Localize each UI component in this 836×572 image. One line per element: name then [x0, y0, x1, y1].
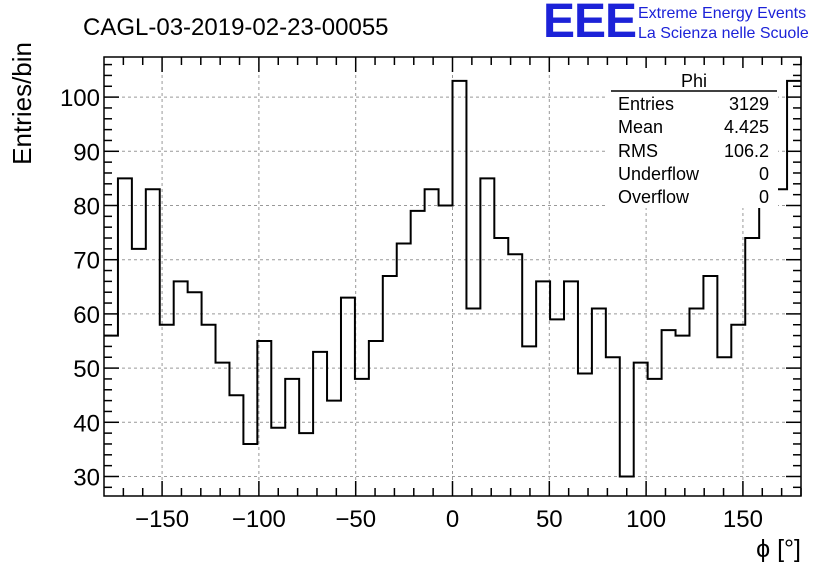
- x-tick-label: −150: [135, 506, 189, 533]
- stats-underflow-value: 0: [759, 164, 769, 184]
- x-tick-label: −100: [232, 506, 286, 533]
- stats-mean-label: Mean: [618, 117, 663, 137]
- y-tick-label: 50: [73, 356, 100, 383]
- axis-ticks: [104, 57, 802, 496]
- stats-entries-label: Entries: [618, 94, 674, 114]
- x-tick-label: −50: [335, 506, 376, 533]
- stats-box: Phi Entries 3129 Mean 4.425 RMS 106.2 Un…: [608, 68, 778, 208]
- x-tick-label: 0: [446, 506, 459, 533]
- stats-rms-label: RMS: [618, 141, 658, 161]
- x-tick-label: 150: [723, 506, 763, 533]
- stats-box-title: Phi: [681, 71, 707, 91]
- stats-underflow-label: Underflow: [618, 164, 700, 184]
- y-tick-label: 40: [73, 410, 100, 437]
- y-tick-label: 90: [73, 139, 100, 166]
- histogram-line: [104, 79, 801, 478]
- logo-mark: EEE: [543, 0, 637, 48]
- stats-overflow-label: Overflow: [618, 187, 690, 207]
- x-tick-label: 100: [626, 506, 666, 533]
- x-axis-label: ϕ [°]: [756, 535, 801, 563]
- stats-entries-value: 3129: [729, 94, 769, 114]
- y-tick-label: 80: [73, 194, 100, 221]
- x-tick-label: 50: [536, 506, 563, 533]
- y-tick-label: 100: [60, 85, 100, 112]
- tick-labels: −150 −100 −50 0 50 100 150 30 40 50 60 70 80 90 100: [60, 85, 763, 533]
- stats-mean-value: 4.425: [724, 117, 769, 137]
- logo-line-2: La Scienza nelle Scuole: [638, 25, 809, 42]
- y-tick-label: 60: [73, 302, 100, 329]
- y-tick-label: 30: [73, 464, 100, 491]
- eee-logo: EEE Extreme Energy Events La Scienza nel…: [543, 0, 833, 48]
- chart-title: CAGL-03-2019-02-23-00055: [83, 14, 389, 41]
- stats-overflow-value: 0: [759, 187, 769, 207]
- y-tick-label: 70: [73, 248, 100, 275]
- logo-line-1: Extreme Energy Events: [638, 5, 807, 22]
- stats-rms-value: 106.2: [724, 141, 769, 161]
- y-axis-label: Entries/bin: [7, 42, 37, 165]
